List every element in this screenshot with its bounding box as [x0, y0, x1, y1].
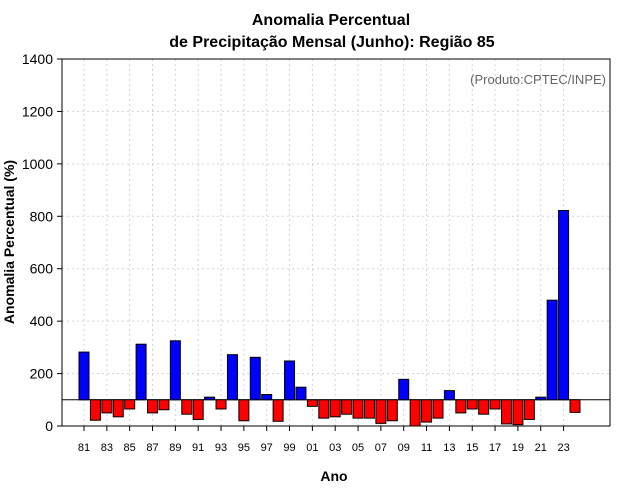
x-tick-label: 95	[238, 442, 250, 454]
bar-08	[386, 399, 398, 422]
bar-13	[443, 390, 455, 401]
bar-05	[352, 399, 364, 419]
bar-16	[478, 399, 490, 415]
bar-86	[135, 343, 147, 401]
bar-11	[421, 399, 433, 423]
bar-17	[489, 399, 501, 410]
x-tick-label: 13	[443, 442, 455, 454]
y-tick-label: 1400	[22, 51, 53, 67]
bar-91	[192, 399, 204, 420]
bars	[78, 210, 581, 427]
bar-15	[466, 399, 478, 410]
x-tick-label: 83	[101, 442, 113, 454]
bar-20	[523, 399, 535, 420]
x-tick-label: 01	[306, 442, 318, 454]
x-axis-label: Ano	[320, 468, 347, 484]
bar-85	[124, 399, 136, 410]
bar-99	[284, 360, 296, 401]
bar-22	[546, 299, 558, 401]
bar-97	[261, 394, 273, 401]
source-annotation: (Produto:CPTEC/INPE)	[470, 72, 606, 87]
bar-09	[398, 378, 410, 401]
bar-93	[215, 399, 227, 410]
x-axis: 81 83 85 87 89 91 93 95 97 99 01 03 05 07 09 11 13 15 17 19…	[78, 426, 570, 454]
bar-00	[295, 386, 307, 401]
x-tick-label: 19	[512, 442, 524, 454]
x-tick-label: 87	[146, 442, 158, 454]
x-tick-label: 91	[192, 442, 204, 454]
bar-82	[89, 399, 101, 421]
bar-12	[432, 399, 444, 419]
x-tick-label: 17	[489, 442, 501, 454]
y-tick-label: 1000	[22, 156, 53, 172]
y-tick-label: 400	[30, 313, 54, 329]
x-tick-label: 85	[124, 442, 136, 454]
bar-95	[238, 399, 250, 422]
bar-04	[341, 399, 353, 415]
bar-81	[78, 351, 90, 401]
y-tick-label: 200	[30, 366, 54, 382]
y-axis: 0 200 400 600 800 1000 1200 1400	[22, 51, 62, 434]
x-tick-label: 81	[78, 442, 90, 454]
y-tick-label: 1200	[22, 103, 53, 119]
plot-frame	[61, 58, 611, 427]
x-tick-label: 21	[535, 442, 547, 454]
x-tick-label: 09	[398, 442, 410, 454]
bar-92	[204, 396, 216, 401]
x-tick-label: 93	[215, 442, 227, 454]
bar-18	[500, 399, 512, 425]
y-tick-label: 600	[30, 261, 54, 277]
x-tick-label: 89	[169, 442, 181, 454]
bar-94	[226, 354, 238, 401]
grid-lines	[62, 59, 610, 426]
bar-06	[363, 399, 375, 419]
bar-89	[169, 340, 181, 401]
bar-98	[272, 399, 284, 422]
x-tick-label: 99	[283, 442, 295, 454]
bar-96	[249, 356, 261, 401]
bar-88	[158, 399, 170, 411]
bar-87	[147, 399, 159, 414]
bar-83	[101, 399, 113, 414]
bar-10	[409, 399, 421, 427]
bar-24	[569, 399, 581, 413]
y-tick-label: 800	[30, 208, 54, 224]
bar-03	[329, 399, 341, 418]
bar-19	[512, 399, 524, 426]
x-tick-label: 07	[375, 442, 387, 454]
bar-02	[318, 399, 330, 419]
bar-23	[558, 210, 570, 401]
y-tick-label: 0	[45, 418, 53, 434]
bar-21	[535, 396, 547, 401]
bar-07	[375, 399, 387, 424]
chart-title-line1: Anomalia Percentual	[252, 12, 410, 29]
x-tick-label: 11	[421, 442, 432, 454]
bar-84	[112, 399, 124, 418]
chart-title-line2: de Precipitação Mensal (Junho): Região 8…	[169, 34, 495, 51]
bar-01	[306, 399, 318, 407]
x-tick-label: 15	[466, 442, 478, 454]
bar-14	[455, 399, 467, 414]
bar-90	[181, 399, 193, 415]
y-axis-label: Anomalia Percentual (%)	[1, 160, 17, 324]
x-tick-label: 97	[261, 442, 273, 454]
x-tick-label: 23	[557, 442, 569, 454]
x-tick-label: 05	[352, 442, 364, 454]
x-tick-label: 03	[329, 442, 341, 454]
